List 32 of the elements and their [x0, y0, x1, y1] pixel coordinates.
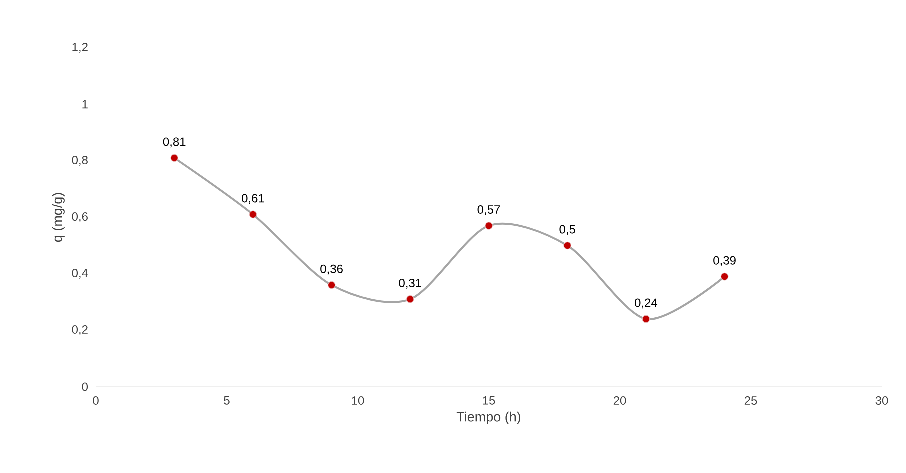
point [485, 222, 493, 230]
point [720, 272, 729, 281]
data-label: 0,31 [399, 278, 422, 289]
y-axis-title: q (mg/g) [52, 193, 65, 242]
point [249, 210, 258, 219]
y-tick-label: 0,8 [72, 156, 88, 166]
x-tick-label: 0 [93, 396, 99, 406]
y-tick-label: 0,6 [72, 212, 88, 222]
point [170, 154, 179, 162]
point [406, 296, 414, 304]
point [328, 281, 336, 290]
y-tick-label: 0,2 [72, 326, 88, 336]
data-label: 0,61 [242, 194, 264, 204]
x-tick-label: 20 [614, 396, 626, 406]
point [564, 242, 572, 250]
x-tick-label: 25 [744, 396, 758, 406]
x-tick-label: 30 [876, 396, 888, 406]
data-label: 0,81 [163, 138, 186, 148]
y-tick-label: 1,2 [72, 43, 88, 53]
point [642, 315, 650, 324]
y-tick-label: 0,4 [72, 269, 88, 279]
x-tick-label: 10 [352, 396, 364, 406]
y-tick-label: 0 [82, 382, 88, 392]
x-tick-label: 15 [483, 396, 496, 405]
y-tick-label: 1 [82, 100, 88, 109]
data-label: 0,5 [560, 225, 576, 236]
data-label: 0,36 [320, 264, 343, 275]
data-label: 0,57 [478, 206, 500, 216]
data-label: 0,39 [714, 256, 736, 266]
data-label: 0,24 [634, 298, 658, 309]
x-tick-label: 5 [224, 396, 230, 405]
x-axis-title: Tiempo (h) [456, 412, 521, 424]
